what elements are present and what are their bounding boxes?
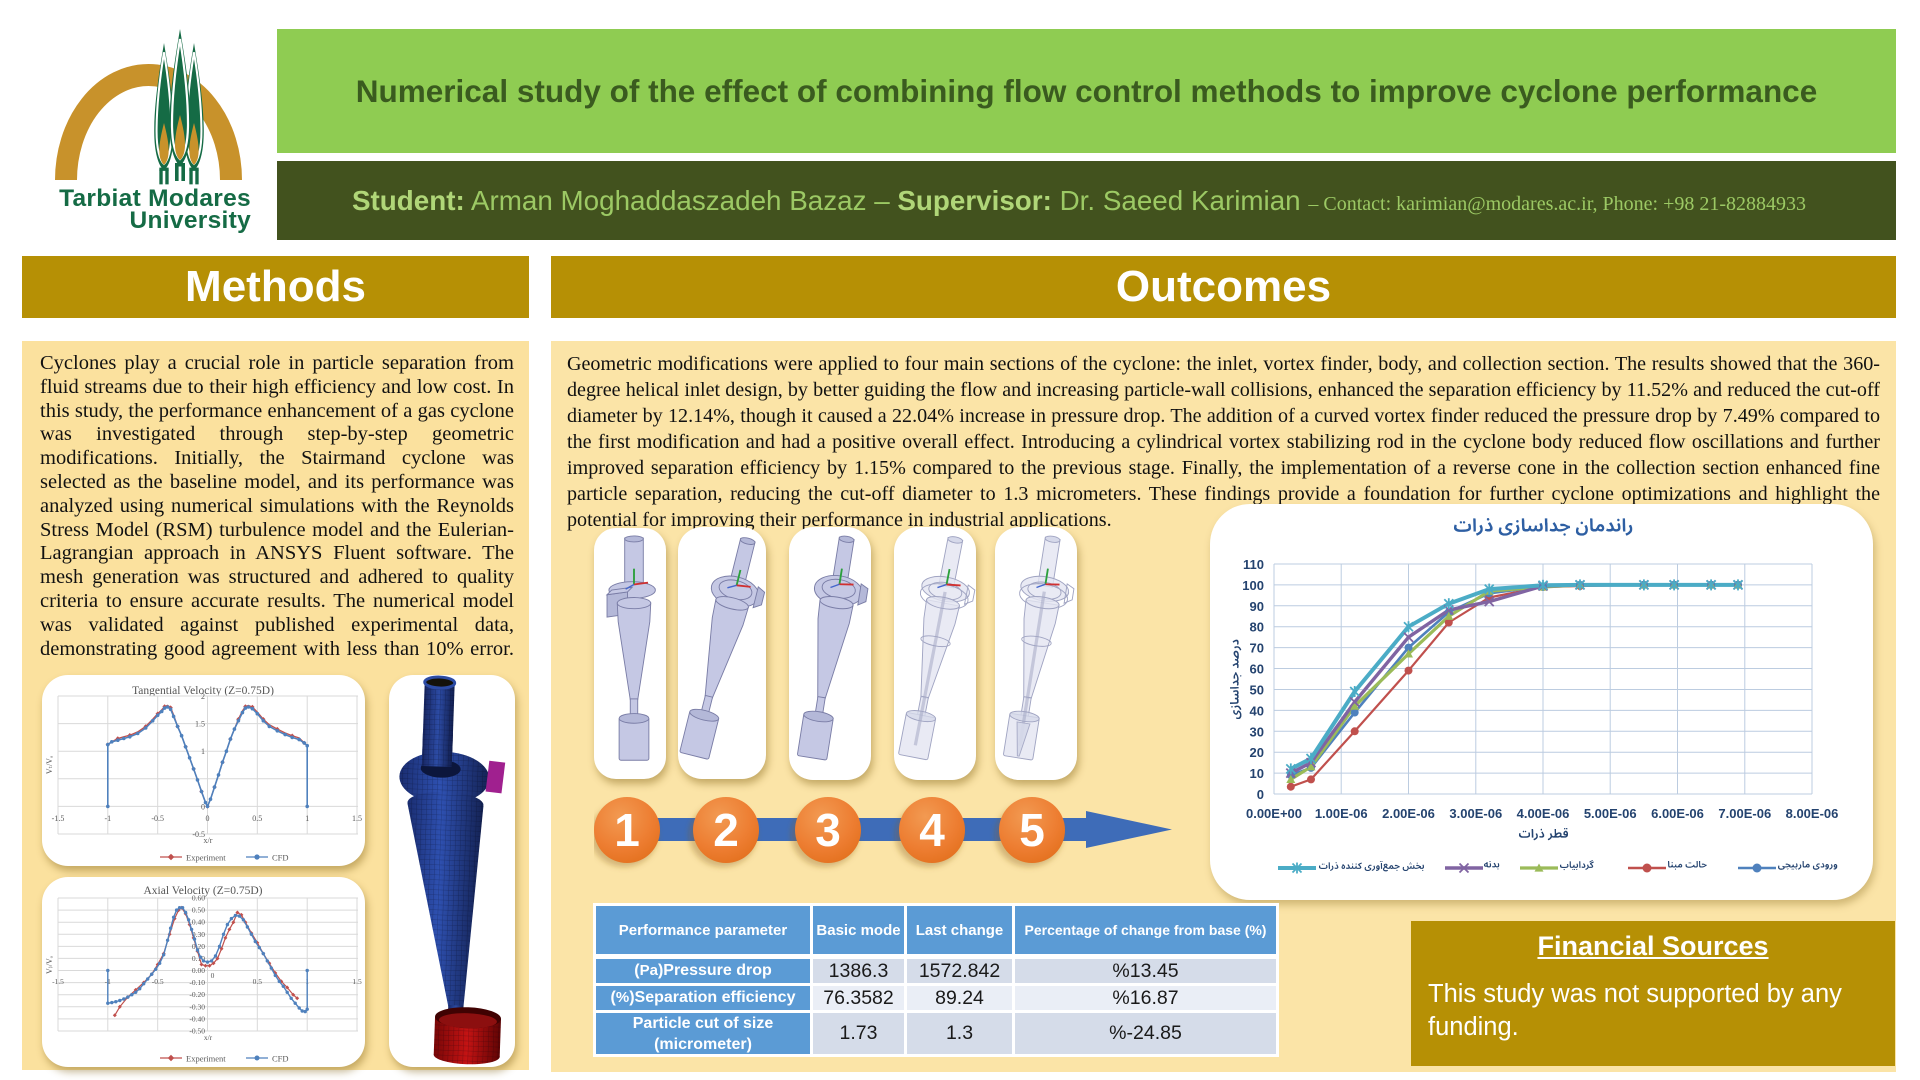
svg-text:80: 80 bbox=[1250, 620, 1264, 635]
svg-text:5: 5 bbox=[1019, 804, 1045, 856]
svg-text:-0.30: -0.30 bbox=[189, 1002, 205, 1011]
svg-text:1.5: 1.5 bbox=[195, 720, 205, 729]
svg-text:-0.40: -0.40 bbox=[189, 1014, 205, 1023]
svg-text:0: 0 bbox=[211, 971, 215, 980]
svg-text:6.00E-06: 6.00E-06 bbox=[1651, 806, 1704, 821]
svg-text:0.60: 0.60 bbox=[192, 894, 205, 903]
svg-text:60: 60 bbox=[1250, 662, 1264, 677]
svg-text:-1.5: -1.5 bbox=[52, 814, 65, 823]
svg-text:0.5: 0.5 bbox=[253, 977, 263, 986]
svg-text:0.00: 0.00 bbox=[192, 966, 205, 975]
svg-text:-0.10: -0.10 bbox=[189, 978, 205, 987]
svg-text:Tangential Velocity (Z=0.75D): Tangential Velocity (Z=0.75D) bbox=[132, 685, 274, 697]
svg-text:0.5: 0.5 bbox=[252, 814, 262, 823]
svg-text:0.10: 0.10 bbox=[192, 954, 205, 963]
svg-text:3.00E-06: 3.00E-06 bbox=[1449, 806, 1502, 821]
svg-text:University: University bbox=[130, 207, 252, 234]
svg-text:1.5: 1.5 bbox=[352, 977, 362, 986]
svg-text:-0.5: -0.5 bbox=[152, 977, 164, 986]
svg-text:0: 0 bbox=[206, 814, 210, 823]
svg-text:x/r: x/r bbox=[204, 836, 213, 845]
svg-text:1: 1 bbox=[614, 804, 640, 856]
svg-text:1.5: 1.5 bbox=[352, 814, 362, 823]
svg-text:5.00E-06: 5.00E-06 bbox=[1584, 806, 1637, 821]
svg-text:90: 90 bbox=[1250, 599, 1264, 614]
svg-text:70: 70 bbox=[1250, 641, 1264, 656]
svg-text:-0.50: -0.50 bbox=[189, 1027, 205, 1036]
svg-text:2: 2 bbox=[713, 804, 739, 856]
svg-text:V₎/Vₐ: V₎/Vₐ bbox=[45, 955, 54, 974]
svg-text:2.00E-06: 2.00E-06 bbox=[1382, 806, 1435, 821]
svg-text:3: 3 bbox=[815, 804, 841, 856]
svg-text:-1: -1 bbox=[104, 814, 111, 823]
svg-text:0.50: 0.50 bbox=[192, 906, 205, 915]
svg-text:10: 10 bbox=[1250, 766, 1264, 781]
svg-text:Experiment: Experiment bbox=[186, 1054, 226, 1064]
svg-text:CFD: CFD bbox=[272, 853, 289, 863]
svg-text:0.40: 0.40 bbox=[192, 918, 205, 927]
svg-text:-0.5: -0.5 bbox=[151, 814, 164, 823]
svg-text:4: 4 bbox=[919, 804, 945, 856]
svg-text:CFD: CFD bbox=[272, 1054, 289, 1064]
svg-text:0.00E+00: 0.00E+00 bbox=[1246, 806, 1302, 821]
svg-text:50: 50 bbox=[1250, 683, 1264, 698]
svg-text:Vₜ/Vₐ: Vₜ/Vₐ bbox=[45, 755, 54, 774]
svg-text:-0.5: -0.5 bbox=[192, 830, 205, 839]
svg-text:8.00E-06: 8.00E-06 bbox=[1786, 806, 1839, 821]
svg-text:0.30: 0.30 bbox=[192, 930, 205, 939]
svg-text:Tarbiat Modares: Tarbiat Modares bbox=[59, 185, 251, 212]
svg-text:30: 30 bbox=[1250, 724, 1264, 739]
svg-text:0.20: 0.20 bbox=[192, 942, 205, 951]
svg-text:-0.20: -0.20 bbox=[189, 990, 205, 999]
svg-text:x/r: x/r bbox=[204, 1033, 213, 1042]
svg-text:1.00E-06: 1.00E-06 bbox=[1315, 806, 1368, 821]
svg-text:7.00E-06: 7.00E-06 bbox=[1718, 806, 1771, 821]
svg-text:0: 0 bbox=[1257, 787, 1264, 802]
svg-text:4.00E-06: 4.00E-06 bbox=[1517, 806, 1570, 821]
svg-text:1: 1 bbox=[201, 747, 205, 756]
svg-text:110: 110 bbox=[1243, 557, 1264, 572]
svg-text:2: 2 bbox=[201, 692, 205, 701]
svg-text:20: 20 bbox=[1250, 745, 1264, 760]
svg-text:0: 0 bbox=[201, 802, 205, 811]
svg-text:1: 1 bbox=[305, 814, 309, 823]
svg-text:-1.5: -1.5 bbox=[52, 977, 64, 986]
svg-text:40: 40 bbox=[1250, 703, 1264, 718]
svg-text:Axial Velocity (Z=0.75D): Axial Velocity (Z=0.75D) bbox=[143, 885, 262, 897]
svg-text:Experiment: Experiment bbox=[186, 853, 226, 863]
svg-text:100: 100 bbox=[1242, 578, 1264, 593]
